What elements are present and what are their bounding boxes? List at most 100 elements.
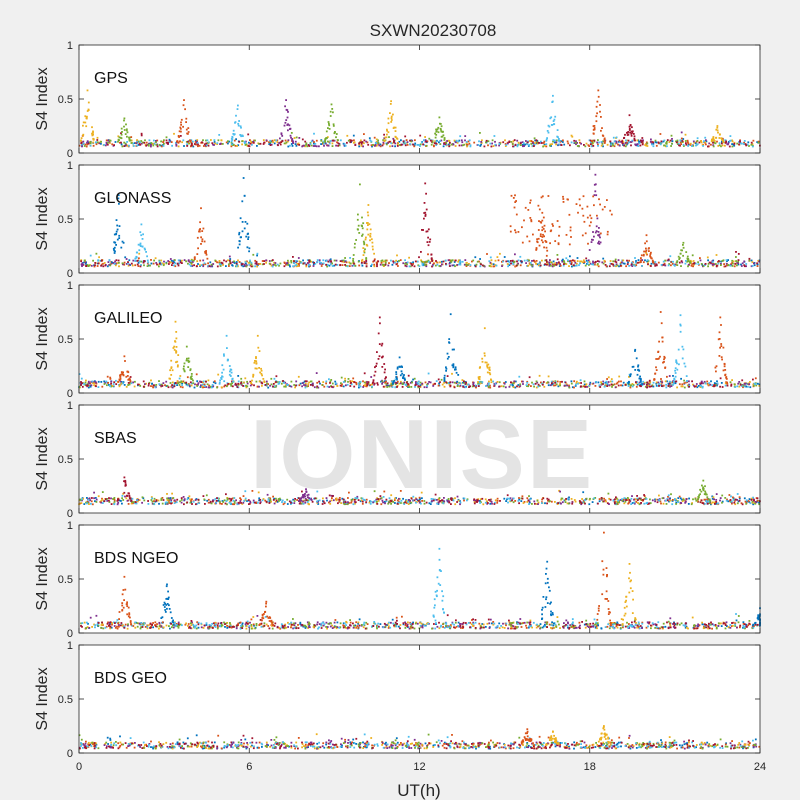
data-point [391, 142, 394, 145]
data-point [180, 130, 182, 133]
data-point [126, 499, 129, 502]
data-point [724, 384, 727, 387]
data-point [329, 263, 332, 266]
data-point [241, 221, 244, 223]
data-point [391, 380, 393, 383]
data-point [616, 264, 619, 267]
data-point [690, 264, 693, 267]
data-point [346, 383, 349, 386]
data-point [296, 262, 298, 265]
data-point [581, 498, 583, 500]
data-point [86, 497, 88, 499]
data-point [340, 382, 342, 385]
data-point [390, 494, 393, 497]
data-point [366, 381, 368, 383]
data-point [338, 497, 341, 499]
data-point [622, 262, 625, 265]
data-point [392, 380, 395, 383]
data-point [398, 497, 400, 500]
data-point [637, 259, 640, 261]
data-point [462, 385, 465, 388]
data-point [556, 262, 558, 264]
data-point [624, 145, 627, 148]
data-point [115, 230, 118, 233]
data-point [440, 130, 443, 133]
data-point [752, 503, 755, 506]
data-point [625, 265, 627, 268]
data-point [582, 499, 585, 502]
data-point [105, 380, 108, 383]
data-point [751, 265, 754, 267]
data-point [424, 215, 427, 217]
data-point [542, 216, 545, 219]
data-point [313, 261, 315, 264]
data-point [178, 130, 181, 133]
data-point [169, 258, 172, 260]
data-point [586, 386, 588, 388]
data-point [174, 320, 177, 323]
data-point [687, 265, 689, 268]
data-point [112, 247, 115, 250]
data-point [241, 230, 244, 233]
data-point [188, 384, 191, 387]
data-point [720, 382, 723, 384]
data-point [552, 140, 554, 143]
data-point [680, 385, 683, 388]
data-point [221, 371, 223, 374]
data-point [574, 261, 577, 264]
data-point [631, 261, 633, 264]
data-point [305, 142, 308, 145]
data-point [497, 259, 500, 262]
data-point [473, 141, 476, 144]
data-point [528, 495, 530, 497]
data-point [733, 142, 736, 145]
data-point [221, 364, 224, 367]
data-point [85, 379, 87, 382]
data-point [141, 245, 144, 248]
data-point [297, 142, 300, 145]
data-point [271, 265, 274, 268]
data-point [176, 380, 179, 383]
data-point [272, 141, 275, 144]
data-point [550, 261, 553, 264]
data-point [520, 144, 522, 146]
data-point [325, 497, 328, 499]
data-point [563, 143, 566, 146]
data-point [109, 264, 112, 267]
data-point [341, 497, 344, 500]
data-point [621, 142, 624, 145]
data-point [426, 385, 429, 387]
data-point [241, 263, 244, 265]
data-point [177, 145, 180, 148]
data-point [161, 384, 164, 387]
data-point [376, 382, 379, 384]
data-point [293, 260, 295, 263]
data-point [600, 141, 603, 143]
data-point [269, 141, 272, 144]
data-point [143, 260, 146, 263]
data-point [141, 501, 143, 504]
data-point [593, 139, 596, 142]
data-point [692, 383, 694, 386]
data-point [409, 143, 411, 145]
data-point [580, 503, 583, 506]
data-point [350, 498, 353, 501]
data-point [646, 381, 649, 384]
data-point [709, 383, 712, 386]
data-point [280, 141, 283, 143]
data-point [550, 229, 553, 232]
data-point [695, 385, 697, 387]
data-point [494, 140, 496, 143]
data-point [249, 501, 252, 504]
data-point [113, 252, 116, 254]
data-point [231, 135, 234, 138]
data-point [234, 383, 237, 386]
data-point [265, 384, 268, 387]
data-point [89, 144, 92, 147]
data-point [228, 265, 230, 267]
data-point [704, 264, 706, 266]
data-point [318, 259, 321, 262]
data-point [172, 347, 175, 349]
data-point [704, 136, 707, 139]
data-point [185, 345, 188, 348]
